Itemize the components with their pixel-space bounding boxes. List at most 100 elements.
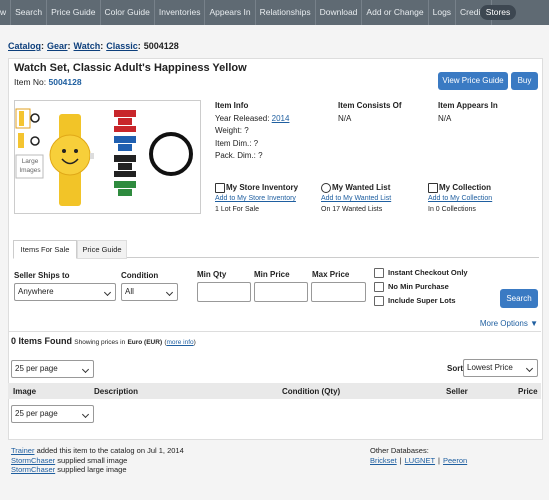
checkbox[interactable] (374, 282, 384, 292)
credit-user[interactable]: StormChaser (11, 455, 56, 465)
column-header: Description (94, 387, 139, 396)
nav-item[interactable]: Inventories (155, 0, 206, 25)
db-link[interactable]: Brickset (370, 455, 397, 465)
database-links: Brickset | LUGNET | Peeron (370, 456, 467, 466)
credit-line: StormChaser supplied large image (11, 465, 184, 475)
info-value: N/A (438, 113, 452, 123)
breadcrumb-link[interactable]: Gear (47, 41, 68, 51)
more-info-link[interactable]: more info (166, 339, 194, 346)
nav-item[interactable]: Relationships (256, 0, 316, 25)
per-page-select[interactable]: 25 per page (11, 360, 94, 378)
list-heading: My Collection (439, 183, 492, 192)
other-label: Other Databases: (370, 446, 429, 455)
nav-item[interactable]: Appears In (205, 0, 256, 25)
credit-line: StormChaser supplied small image (11, 456, 184, 466)
list-icon (428, 183, 438, 193)
nav-item[interactable]: Add or Change (362, 0, 429, 25)
credit-text: supplied small image (57, 455, 128, 465)
breadcrumb-sep: : (67, 41, 71, 51)
other-databases: Other Databases: Brickset | LUGNET | Peeron (370, 446, 467, 465)
more-options[interactable]: More Options ▼ (479, 319, 538, 328)
sort-select[interactable]: Lowest Price (463, 359, 538, 377)
tab[interactable]: Price Guide (77, 240, 127, 259)
nav-item[interactable]: Download (316, 0, 363, 25)
list-block: My Wanted List Add to My Wanted List On 17… (321, 182, 391, 215)
breadcrumb-link[interactable]: Catalog (8, 41, 42, 51)
nav-item[interactable]: Price Guide (47, 0, 101, 25)
list-block: My Store Inventory Add to My Store Invent… (215, 182, 298, 215)
column-header: Condition (Qty) (282, 387, 341, 396)
list-status: 1 Lot For Sale (215, 206, 259, 213)
search-button[interactable]: Search (500, 289, 538, 308)
checkbox-label: Instant Checkout Only (388, 268, 468, 277)
list-icon (321, 183, 331, 193)
credit-text: added this item to the catalog on Jul 1,… (36, 446, 184, 455)
nav-item[interactable]: Color Guide (101, 0, 155, 25)
credit-user[interactable]: StormChaser (11, 465, 56, 474)
currency: Euro (EUR) (127, 339, 163, 346)
info-heading: Item Appears In (438, 101, 498, 110)
list-link[interactable]: Add to My Store Inventory (215, 195, 296, 202)
db-link[interactable]: Peeron (443, 455, 468, 465)
list-block: My Collection Add to My Collection In 0 Co… (428, 182, 492, 215)
min-qty-input[interactable] (197, 282, 251, 302)
credits: Trainer added this item to the catalog o… (11, 446, 184, 475)
db-link[interactable]: LUGNET (404, 455, 436, 465)
column-header: Price (518, 387, 538, 396)
tab-active[interactable]: Items For Sale (13, 240, 77, 259)
max-price-input[interactable] (311, 282, 366, 302)
buy-button[interactable]: Buy (511, 72, 538, 90)
year-label: Year Released: (215, 113, 270, 123)
nav-item[interactable]: w (0, 0, 12, 25)
nav-item[interactable]: Logs (429, 0, 457, 25)
list-icon (215, 183, 225, 193)
condition-select[interactable]: All (121, 283, 178, 301)
list-heading: My Store Inventory (226, 183, 299, 192)
breadcrumb-link[interactable]: Classic (106, 41, 138, 51)
item-no-label: Item No: (14, 77, 47, 87)
breadcrumb-link[interactable]: Watch (73, 41, 101, 51)
credit-text: supplied large image (57, 465, 127, 474)
filter-label: Min Qty (197, 270, 227, 279)
min-price-input[interactable] (254, 282, 308, 302)
filter-label: Max Price (312, 270, 350, 279)
filter-label: Seller Ships to (14, 271, 70, 280)
more-info: (more info) (164, 339, 196, 346)
sort-label: Sort (447, 364, 463, 373)
item-no: Item No: 5004128 (14, 77, 82, 87)
price-guide-button[interactable]: View Price Guide (438, 72, 508, 90)
weight: Weight: ? (215, 126, 249, 135)
breadcrumb-current: 5004128 (143, 41, 179, 51)
checkbox-label: No Min Purchase (388, 282, 449, 291)
credit-user[interactable]: Trainer (11, 446, 35, 455)
item-title: Watch Set, Classic Adult's Happiness Yel… (14, 62, 247, 74)
db-sep: | (399, 455, 402, 465)
info-heading: Item Info (215, 101, 249, 110)
item-no-value: 5004128 (48, 77, 82, 87)
list-status: In 0 Collections (428, 206, 476, 213)
column-header: Seller (446, 387, 468, 396)
results-summary: 0 Items Found Showing prices in Euro (EU… (11, 336, 196, 346)
list-link[interactable]: Add to My Collection (428, 195, 493, 202)
year-released: Year Released: 2014 (215, 113, 289, 126)
checkbox-label: Include Super Lots (388, 296, 456, 305)
nav-bar: w Search Price Guide Color Guide Inventories… (0, 0, 549, 25)
breadcrumb: Catalog: Gear: Watch: Classic: 5004128 (8, 41, 179, 51)
list-heading: My Wanted List (332, 183, 391, 192)
info-value: N/A (338, 113, 352, 123)
nav-item[interactable]: Search (11, 0, 48, 25)
item-info: Item Info Year Released: 2014 Weight: ? … (215, 100, 289, 163)
list-status: On 17 Wanted Lists (321, 206, 383, 213)
ships-to-select[interactable]: Anywhere (14, 283, 116, 301)
db-sep: | (438, 455, 440, 465)
checkbox[interactable] (374, 268, 384, 278)
list-link[interactable]: Add to My Wanted List (321, 195, 392, 202)
stores-button[interactable]: Stores (480, 5, 516, 20)
year-link[interactable]: 2014 (271, 113, 290, 123)
per-page-select[interactable]: 25 per page (11, 405, 94, 423)
checkbox[interactable] (374, 296, 384, 306)
large-images-label[interactable]: Large Images (19, 158, 41, 174)
filter-label: Min Price (254, 270, 290, 279)
item-dim: Item Dim.: ? (215, 138, 259, 148)
